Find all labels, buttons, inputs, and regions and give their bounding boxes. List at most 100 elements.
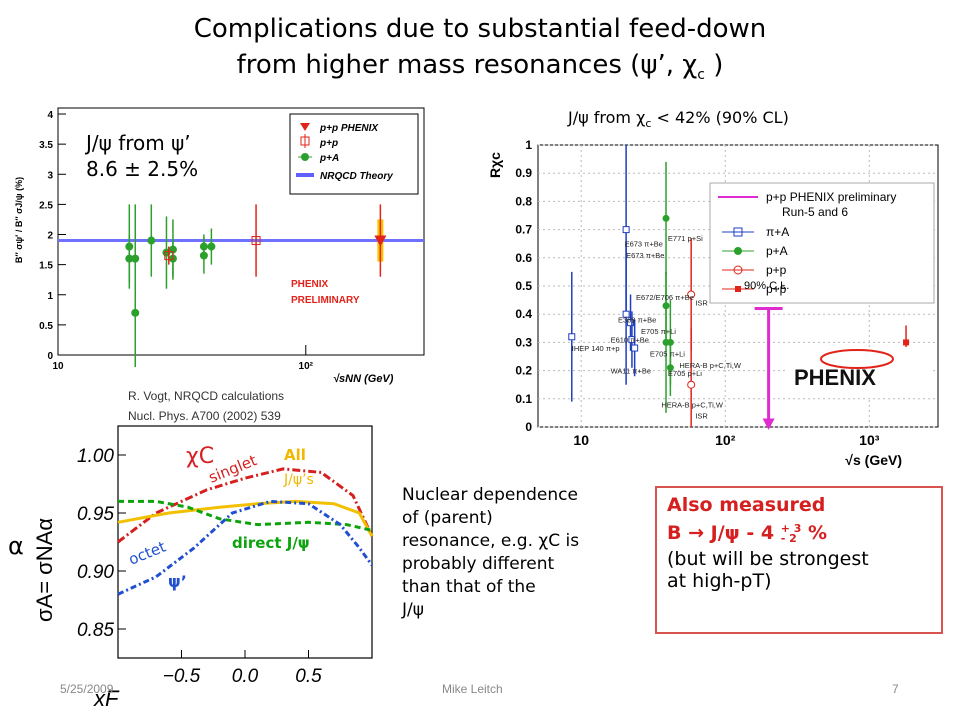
experiment-label: ISR (695, 299, 708, 308)
left-x-tick-label: 10² (299, 361, 314, 372)
pa-point (147, 236, 156, 245)
pa-point (125, 254, 134, 263)
svg-text:σA= σNAα: σA= σNAα (32, 518, 57, 622)
svg-text:PHENIX: PHENIX (794, 365, 876, 390)
experiment-label: ISR (695, 412, 708, 421)
legend-phenix: p+p PHENIX (319, 123, 379, 134)
right-ylabel: Rχc (487, 152, 503, 178)
chic-singlet-curve (117, 467, 374, 544)
note-line: Nuclear dependence (402, 485, 578, 505)
left-y-tick-label: 1.5 (39, 261, 53, 272)
legend-pia: π+A (766, 225, 789, 239)
bottom-y-tick-label: 0.95 (77, 504, 114, 525)
chic-fraction-plot: 0 0.1 0.2 0.3 0.4 0.5 0.6 0.7 0.8 0.9 1 10 10² 10³ IH… (482, 135, 950, 473)
phenix-limit-arrow (762, 418, 775, 430)
footer-page-number: 7 (892, 682, 899, 696)
right-y-tick-label: 0.2 (515, 364, 532, 378)
right-y-tick-label: 0.8 (515, 194, 532, 208)
note-line: J/ψ (402, 600, 424, 620)
pa-point (207, 242, 216, 251)
right-x-tick-label: 10³ (859, 432, 880, 448)
left-xlabel: √sNN (GeV) (333, 373, 394, 385)
alpha-xf-plot: 1.00 0.95 0.90 0.85 −0.5 0.0 0.5 xF χC singlet… (58, 424, 378, 714)
chic-header: J/ψ from χc < 42% (90% CL) (568, 108, 789, 131)
experiment-label: WA11 π+Be (611, 366, 651, 375)
right-y-tick-label: 0 (525, 420, 532, 434)
chic-pia-point (627, 319, 635, 327)
slide-title-line2: from higher mass resonances (ψ’, χc ) (236, 50, 724, 84)
alpha-xf-svg: 1.00 0.95 0.90 0.85 −0.5 0.0 0.5 xF (77, 425, 374, 711)
left-y-tick-label: 3 (47, 170, 53, 181)
experiment-label: E369 π+Be (618, 316, 656, 325)
right-x-tick-label: 10 (573, 432, 589, 448)
chic-pia-point (568, 333, 576, 341)
chic-fraction-svg: 0 0.1 0.2 0.3 0.4 0.5 0.6 0.7 0.8 0.9 1 10 10² 10³ IH… (487, 138, 939, 468)
xf-label: xF (93, 686, 120, 711)
legend-ppbar: p+p̄ (766, 282, 787, 296)
chic-ppbar-point (903, 339, 910, 346)
legend-run: Run-5 and 6 (782, 205, 848, 219)
left-x-tick-label: 10 (52, 361, 64, 372)
bottom-y-tick-label: 1.00 (77, 446, 114, 467)
pp-point (164, 251, 174, 261)
all-label: All (284, 446, 306, 464)
experiment-label: E705 p+Li (668, 369, 702, 378)
annotation-line2: 8.6 ± 2.5% (86, 157, 199, 181)
left-y-tick-label: 2.5 (39, 200, 53, 211)
chic-pia-point (622, 310, 630, 318)
citation-line2: Nucl. Phys. A700 (2002) 539 (128, 409, 281, 423)
direct-label: direct J/ψ (232, 534, 310, 552)
vogt-citation: R. Vogt, NRQCD calculations Nucl. Phys. … (128, 386, 284, 426)
bottom-y-tick-label: 0.90 (77, 562, 114, 583)
right-legend: p+p PHENIX preliminary Run-5 and 6 π+A p… (718, 190, 896, 296)
bottom-x-tick-label: −0.5 (163, 666, 201, 687)
footer-author: Mike Leitch (442, 682, 503, 696)
right-y-tick-label: 0.5 (515, 279, 532, 293)
chic-pia-point (622, 226, 630, 234)
psi-prime-annotation: J/ψ from ψ’ 8.6 ± 2.5% (86, 130, 198, 182)
legend-phenix-prelim: p+p PHENIX preliminary (766, 190, 896, 204)
left-ylabel: B′′ σψ′ / B′′ σJ/ψ (%) (14, 177, 24, 263)
jpsis-label: J/ψ’s (284, 472, 314, 488)
bottom-x-tick-label: 0.5 (295, 666, 322, 687)
pa-point (131, 308, 140, 317)
phenix-triangle-icon (300, 123, 310, 131)
right-x-tick-label: 10² (715, 432, 736, 448)
experiment-label: E673 π+Be (626, 251, 664, 260)
chic-pa-point (666, 338, 674, 346)
cl-label: 90% C.L. (744, 280, 789, 292)
left-y-tick-label: 0.5 (39, 321, 53, 332)
alpha-ylabel: σA= σNAα α (8, 420, 118, 710)
right-y-tick-label: 0.4 (515, 307, 532, 321)
pa-point (131, 254, 140, 263)
left-y-tick-label: 1 (47, 291, 53, 302)
bottom-y-tick-label: 0.85 (77, 620, 114, 641)
preliminary-label: PRELIMINARY (291, 295, 360, 306)
pp-point (251, 236, 261, 246)
also-measured-box: Also measured B → J/ψ - 4 + 3 - 2 % (but… (655, 486, 943, 634)
alpha-symbol: α (8, 532, 24, 560)
right-y-tick-label: 0.1 (515, 392, 532, 406)
phenix-label: PHENIX (291, 279, 329, 290)
phenix-logo: PHENIX (788, 347, 930, 397)
chic-pp-point (687, 380, 696, 389)
psip-label: ψ’ (168, 572, 187, 591)
slide-title-line1: Complications due to substantial feed-do… (193, 14, 767, 44)
note-line: than that of the (402, 577, 536, 597)
note-line: of (parent) (402, 508, 493, 528)
legend-pa: p+A (319, 153, 339, 164)
chic-pia-point (631, 344, 639, 352)
experiment-label: E705 π+Li (650, 350, 685, 359)
psi-prime-ratio-plot: 0 0.5 1 1.5 2 2.5 3 3.5 4 10 10² p+p PHENIX p+p p+… (8, 100, 428, 385)
experiment-label: E672/E706 π+Be (636, 293, 694, 302)
right-y-tick-label: 1 (525, 138, 532, 152)
footer-date: 5/25/2009 (60, 682, 114, 696)
annotation-line1: J/ψ from ψ’ (86, 131, 191, 155)
note-line: resonance, e.g. χC is (402, 531, 580, 551)
right-xlabel: √s (GeV) (845, 452, 902, 468)
right-y-tick-label: 0.9 (515, 166, 532, 180)
legend-pa-right: p+A (766, 244, 788, 258)
chic-pa-point (662, 214, 670, 222)
experiment-label: HERA-B p+C,Ti,W (661, 400, 724, 409)
left-y-tick-label: 0 (47, 351, 53, 362)
